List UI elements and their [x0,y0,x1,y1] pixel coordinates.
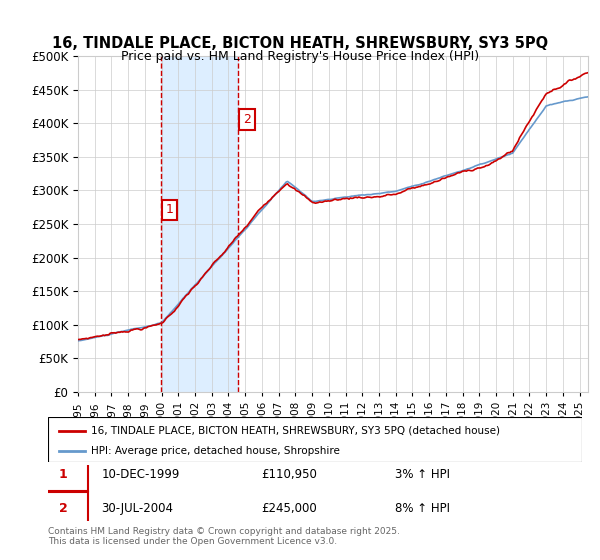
Text: 10-DEC-1999: 10-DEC-1999 [101,468,180,482]
Text: Price paid vs. HM Land Registry's House Price Index (HPI): Price paid vs. HM Land Registry's House … [121,50,479,63]
Text: 16, TINDALE PLACE, BICTON HEATH, SHREWSBURY, SY3 5PQ: 16, TINDALE PLACE, BICTON HEATH, SHREWSB… [52,36,548,52]
Bar [161,56,238,392]
Text: £245,000: £245,000 [262,502,317,515]
Text: 2: 2 [243,113,251,126]
Text: 1: 1 [166,203,173,216]
FancyBboxPatch shape [37,492,88,525]
Text: 2: 2 [59,502,67,515]
Text: 16, TINDALE PLACE, BICTON HEATH, SHREWSBURY, SY3 5PQ (detached house): 16, TINDALE PLACE, BICTON HEATH, SHREWSB… [91,426,500,436]
Text: Contains HM Land Registry data © Crown copyright and database right 2025.
This d: Contains HM Land Registry data © Crown c… [48,526,400,546]
Text: 1: 1 [59,468,67,482]
Text: 8% ↑ HPI: 8% ↑ HPI [395,502,450,515]
FancyBboxPatch shape [48,417,582,462]
Text: 30-JUL-2004: 30-JUL-2004 [101,502,173,515]
Text: HPI: Average price, detached house, Shropshire: HPI: Average price, detached house, Shro… [91,446,340,456]
FancyBboxPatch shape [37,458,88,491]
Text: £110,950: £110,950 [262,468,317,482]
Text: 3% ↑ HPI: 3% ↑ HPI [395,468,450,482]
